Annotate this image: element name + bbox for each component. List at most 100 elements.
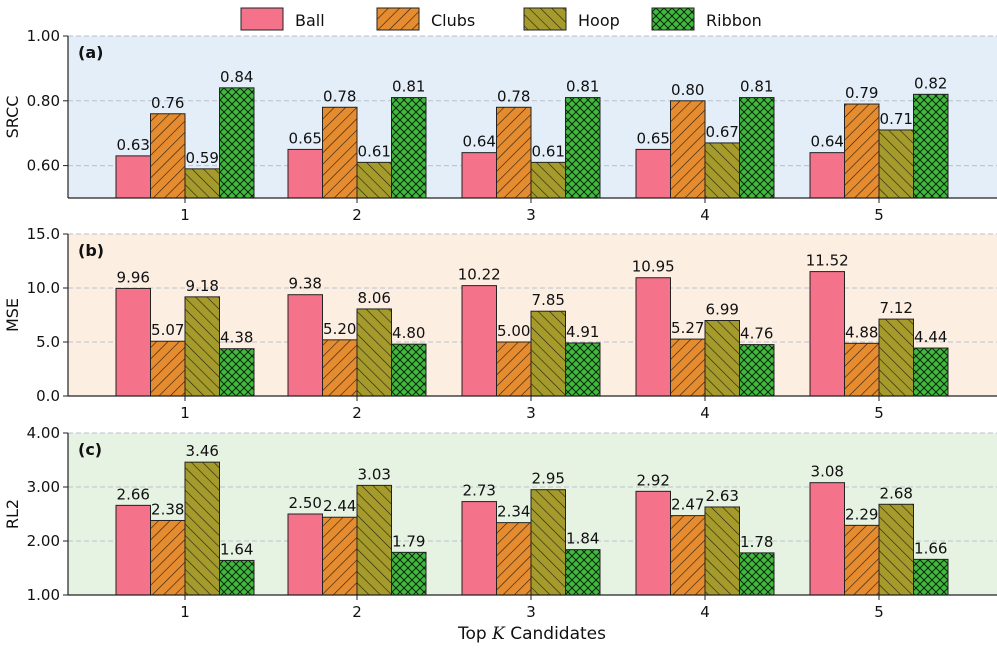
panel-a-value-label-ball-5: 0.64 bbox=[811, 133, 844, 151]
panel-c-bar-ball-3 bbox=[461, 501, 497, 596]
x-axis-title-symbol: K bbox=[491, 624, 506, 644]
panel-a-value-label-clubs-5: 0.79 bbox=[845, 84, 878, 102]
panel-b: 15.0 10.0 5.0 0.0 9.96 9.38 10.22 10.95 11.52 5.0… bbox=[3, 225, 997, 422]
panel-b-y-axis-title: MSE bbox=[3, 298, 22, 332]
panel-a-y-axis-title: SRCC bbox=[3, 96, 22, 139]
panel-b-value-label-ball-2: 9.38 bbox=[289, 275, 322, 293]
panel-c-bar-ball-4 bbox=[635, 490, 671, 596]
panel-a-x-tick-label: 5 bbox=[874, 206, 884, 224]
panel-c-value-label-hoop-3: 2.95 bbox=[532, 470, 565, 488]
panel-c-value-label-clubs-1: 2.38 bbox=[151, 500, 184, 518]
panel-c-y-tick-label: 3.00 bbox=[27, 478, 60, 496]
panel-c-bar-clubs-1 bbox=[150, 519, 186, 596]
panel-b-bar-hoop-1 bbox=[184, 296, 220, 397]
panel-a-value-label-ball-3: 0.64 bbox=[463, 133, 496, 151]
panel-c-value-label-ribbon-5: 1.66 bbox=[914, 539, 947, 557]
panel-c-value-label-ball-1: 2.66 bbox=[117, 485, 150, 503]
panel-a-bar-hoop-1 bbox=[184, 168, 220, 199]
panel-c-bar-hoop-3 bbox=[530, 489, 566, 596]
panel-c-bar-clubs-2 bbox=[322, 516, 358, 596]
panel-a-value-label-ribbon-1: 0.84 bbox=[220, 68, 253, 86]
panel-a-value-label-clubs-4: 0.80 bbox=[671, 81, 704, 99]
panel-b-value-label-clubs-2: 5.20 bbox=[323, 320, 356, 338]
panel-c-value-label-hoop-4: 2.63 bbox=[706, 487, 739, 505]
panel-a-bar-ribbon-3 bbox=[565, 97, 601, 199]
panel-c-value-label-ball-4: 2.92 bbox=[637, 471, 670, 489]
panel-a-bar-clubs-5 bbox=[844, 103, 880, 199]
panel-a-bar-hoop-4 bbox=[704, 142, 740, 199]
panel-b-bar-clubs-5 bbox=[844, 342, 880, 397]
panel-c-bar-hoop-2 bbox=[356, 484, 392, 596]
panel-a-y-tick-label: 0.60 bbox=[27, 157, 60, 175]
panel-b-tag: (b) bbox=[78, 241, 104, 260]
legend-label-clubs: Clubs bbox=[431, 11, 475, 30]
panel-a-x-tick-label: 4 bbox=[700, 206, 710, 224]
panel-c-value-label-ribbon-4: 1.78 bbox=[740, 533, 773, 551]
panel-c-value-label-hoop-2: 3.03 bbox=[358, 465, 391, 483]
panel-c-bar-ball-5 bbox=[809, 482, 845, 596]
panel-a-value-label-hoop-2: 0.61 bbox=[358, 142, 391, 160]
panel-c-bar-clubs-3 bbox=[496, 522, 532, 596]
panel-a-x-tick-label: 1 bbox=[180, 206, 190, 224]
panel-a-value-label-hoop-1: 0.59 bbox=[186, 149, 219, 167]
panel-c-bar-ribbon-2 bbox=[391, 551, 427, 596]
legend-label-hoop: Hoop bbox=[578, 11, 620, 30]
panel-c-value-label-ribbon-1: 1.64 bbox=[220, 540, 253, 558]
panel-a-bar-clubs-2 bbox=[322, 106, 358, 199]
legend-item-ribbon: Ribbon bbox=[651, 7, 762, 31]
panel-a-value-label-hoop-4: 0.67 bbox=[706, 123, 739, 141]
panel-b-x-tick-label: 5 bbox=[874, 404, 884, 422]
panel-b-bar-ribbon-3 bbox=[565, 342, 601, 397]
panel-a-bar-clubs-4 bbox=[670, 100, 706, 199]
panel-c-bar-hoop-1 bbox=[184, 461, 220, 596]
panel-c: 4.00 3.00 2.00 1.00 2.66 2.50 2.73 2.92 3.08 2.38… bbox=[3, 424, 997, 621]
panel-a: 1.00 0.80 0.60 0.63 0.65 0.64 0.65 0.64 0.76 0.78… bbox=[3, 27, 997, 224]
panel-a-bar-ball-2 bbox=[287, 148, 323, 199]
x-axis-title-suffix: Candidates bbox=[505, 624, 606, 644]
panel-a-y-tick-label: 0.80 bbox=[27, 92, 60, 110]
panel-a-bar-clubs-3 bbox=[496, 106, 532, 199]
panel-c-value-label-clubs-2: 2.44 bbox=[323, 497, 356, 515]
panel-b-bar-ball-2 bbox=[287, 294, 323, 397]
panel-a-bar-ball-3 bbox=[461, 152, 497, 199]
panel-b-value-label-hoop-5: 7.12 bbox=[880, 299, 913, 317]
panel-a-bar-ribbon-1 bbox=[219, 87, 255, 199]
panel-a-value-label-ball-1: 0.63 bbox=[117, 136, 150, 154]
panel-a-bar-ribbon-2 bbox=[391, 97, 427, 199]
panel-c-value-label-hoop-5: 2.68 bbox=[880, 484, 913, 502]
panel-a-bar-ribbon-4 bbox=[739, 97, 775, 199]
panel-b-value-label-clubs-3: 5.00 bbox=[497, 322, 530, 340]
panel-b-bar-ribbon-4 bbox=[739, 344, 775, 397]
panel-c-x-tick-label: 4 bbox=[700, 603, 710, 621]
panel-b-value-label-ribbon-2: 4.80 bbox=[392, 324, 425, 342]
panel-b-x-tick-label: 1 bbox=[180, 404, 190, 422]
panel-c-bar-clubs-4 bbox=[670, 515, 706, 596]
panel-a-value-label-ribbon-4: 0.81 bbox=[740, 78, 773, 96]
panel-a-y-tick-label: 1.00 bbox=[27, 27, 60, 45]
panel-c-value-label-clubs-4: 2.47 bbox=[671, 496, 704, 514]
panel-b-value-label-hoop-1: 9.18 bbox=[186, 277, 219, 295]
panel-a-x-tick-label: 3 bbox=[526, 206, 536, 224]
panel-b-value-label-ball-3: 10.22 bbox=[458, 266, 501, 284]
legend-item-ball: Ball bbox=[240, 7, 325, 31]
panel-c-bar-ribbon-4 bbox=[739, 552, 775, 596]
panel-a-bar-ribbon-5 bbox=[913, 93, 949, 199]
panel-b-value-label-ball-1: 9.96 bbox=[117, 268, 150, 286]
panel-b-value-label-clubs-5: 4.88 bbox=[845, 323, 878, 341]
panel-b-bar-hoop-3 bbox=[530, 310, 566, 397]
panel-b-bar-hoop-5 bbox=[878, 318, 914, 397]
legend-item-clubs: Clubs bbox=[376, 7, 475, 31]
panel-a-bar-ball-4 bbox=[635, 148, 671, 199]
panel-a-bar-hoop-3 bbox=[530, 161, 566, 199]
panel-a-bar-clubs-1 bbox=[150, 113, 186, 199]
panel-b-x-tick-label: 2 bbox=[352, 404, 362, 422]
panel-c-bar-hoop-5 bbox=[878, 503, 914, 596]
panel-c-bar-ball-1 bbox=[115, 504, 151, 596]
panel-a-value-label-ribbon-5: 0.82 bbox=[914, 74, 947, 92]
panel-a-value-label-clubs-2: 0.78 bbox=[323, 87, 356, 105]
panel-b-value-label-ball-5: 11.52 bbox=[806, 252, 849, 270]
panel-a-value-label-hoop-3: 0.61 bbox=[532, 142, 565, 160]
panel-a-value-label-ball-2: 0.65 bbox=[289, 129, 322, 147]
panel-b-bar-ribbon-2 bbox=[391, 343, 427, 397]
